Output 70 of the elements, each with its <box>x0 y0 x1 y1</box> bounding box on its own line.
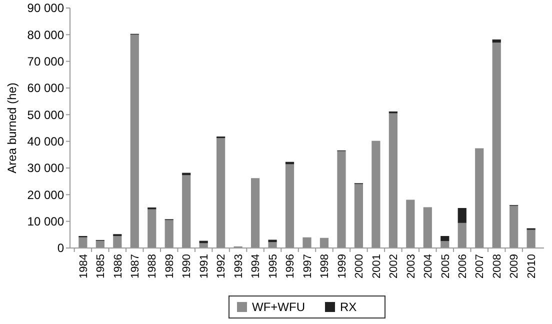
bar <box>337 151 346 248</box>
bar <box>148 209 156 248</box>
y-tick-label: 60 000 <box>27 81 64 96</box>
bar <box>164 220 174 248</box>
bar <box>182 175 191 248</box>
y-tick-label: 0 <box>57 241 64 256</box>
bar <box>354 184 364 248</box>
y-tick-label: 40 000 <box>27 134 64 149</box>
x-tick-label: 1989 <box>164 254 176 278</box>
x-tick-label: 2010 <box>526 254 538 278</box>
bar <box>526 230 536 248</box>
bar <box>388 113 398 248</box>
x-tick-label: 1998 <box>319 254 332 278</box>
bar <box>320 238 329 248</box>
y-tick-label: 10 000 <box>27 214 64 229</box>
bar <box>113 236 122 248</box>
legend-label: RX <box>340 300 357 314</box>
bar <box>492 39 501 43</box>
x-tick-label: 2006 <box>456 254 469 278</box>
x-tick-label: 1987 <box>129 254 142 278</box>
y-tick-label: 50 000 <box>27 108 64 122</box>
y-axis-title: Area burned (he) <box>5 82 19 174</box>
bar <box>475 148 484 248</box>
x-tick-label: 2000 <box>354 254 366 278</box>
x-tick-label: 2008 <box>491 254 504 278</box>
bar <box>285 164 294 248</box>
bar <box>268 240 277 242</box>
bar <box>492 42 501 248</box>
y-tick-label: 80 000 <box>27 28 64 42</box>
x-tick-label: 1986 <box>112 254 124 278</box>
x-tick-label: 1991 <box>198 254 210 278</box>
bar <box>440 236 450 242</box>
x-tick-label: 1995 <box>267 254 280 278</box>
x-tick-label: 1984 <box>78 254 90 278</box>
x-tick-label: 2002 <box>388 254 400 278</box>
x-tick-label: 1994 <box>250 254 262 278</box>
x-tick-label: 2004 <box>422 254 435 278</box>
x-tick-label: 1996 <box>284 254 297 278</box>
bar <box>423 207 432 248</box>
bar <box>440 241 450 248</box>
x-tick-label: 2007 <box>474 254 486 278</box>
y-tick-label: 70 000 <box>27 54 64 69</box>
bar <box>130 34 139 248</box>
y-tick-label: 30 000 <box>27 161 64 176</box>
bar <box>510 206 518 248</box>
bar <box>285 162 294 164</box>
bar <box>458 208 466 223</box>
bar <box>216 138 226 248</box>
bar <box>458 222 466 248</box>
y-tick-label: 20 000 <box>27 188 64 202</box>
x-tick-label: 1999 <box>336 254 348 278</box>
x-tick-label: 2001 <box>370 254 383 278</box>
x-tick-label: 1988 <box>146 254 159 278</box>
x-tick-label: 2003 <box>405 254 418 278</box>
x-tick-label: 1990 <box>181 254 194 278</box>
x-tick-label: 1997 <box>302 254 314 278</box>
x-tick-label: 1992 <box>216 254 228 278</box>
bar <box>302 237 312 248</box>
bar <box>250 178 260 248</box>
x-tick-label: 1993 <box>232 254 245 278</box>
legend-label: WF+WFU <box>252 300 305 314</box>
bar <box>406 200 415 248</box>
bar <box>78 237 88 248</box>
bar <box>372 140 380 248</box>
x-tick-label: 2005 <box>440 254 452 278</box>
x-tick-label: 2009 <box>508 254 521 278</box>
y-tick-label: 90 000 <box>27 1 64 16</box>
bar <box>199 243 208 248</box>
x-tick-label: 1985 <box>95 254 108 278</box>
bar <box>268 242 277 248</box>
